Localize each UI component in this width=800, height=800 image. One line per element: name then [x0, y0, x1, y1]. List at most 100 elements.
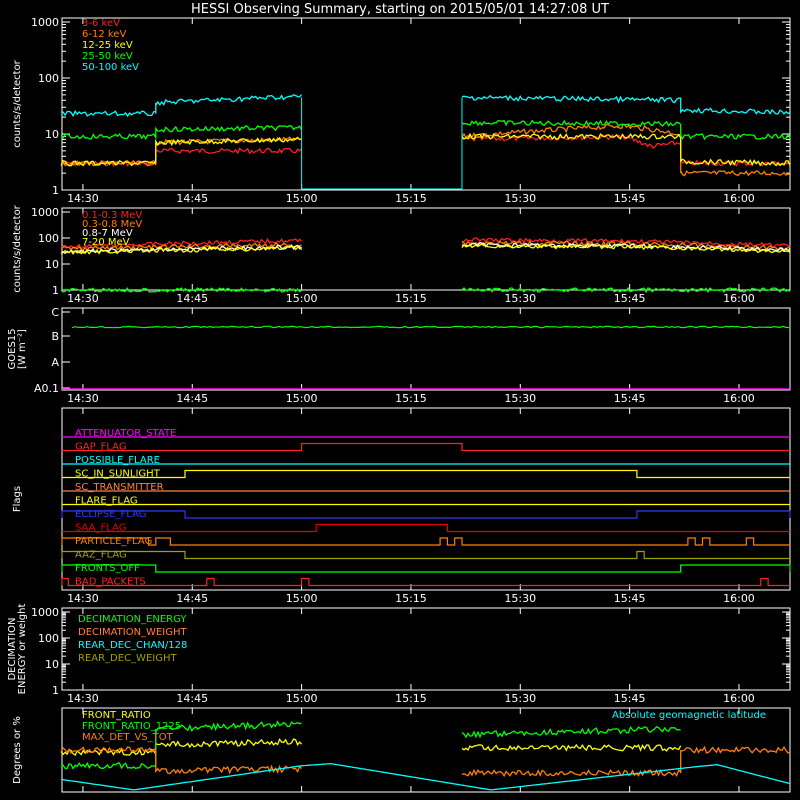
y-tick-label: 1 — [52, 284, 59, 297]
x-tick-label: 15:00 — [286, 192, 318, 205]
y-axis-label: DECIMATIONENERGY or weight — [7, 604, 28, 695]
series-line — [461, 743, 682, 752]
series-line — [60, 245, 303, 255]
flag-trace — [62, 523, 790, 533]
x-tick-label: 14:45 — [176, 292, 208, 305]
y-tick-label: B — [51, 330, 59, 343]
y-axis-label: Degrees or % — [12, 716, 23, 784]
x-tick-label: 15:00 — [286, 292, 318, 305]
series-line — [60, 136, 302, 167]
x-tick-label: 15:45 — [614, 692, 646, 705]
x-tick-label: 14:45 — [176, 692, 208, 705]
flag-trace — [62, 469, 790, 479]
flag-label: SC_IN_SUNLIGHT — [75, 469, 161, 480]
series-line — [461, 94, 791, 115]
legend-entry: 25-50 keV — [82, 51, 133, 62]
x-tick-label: 15:45 — [614, 392, 646, 405]
flag-label: POSSIBLE_FLARE — [75, 455, 160, 466]
series-line — [60, 287, 302, 293]
legend-entry: 0.8-7 MeV — [82, 228, 133, 239]
annotation-geomagnetic: Absolute geomagnetic latitude — [612, 710, 766, 721]
x-tick-label: 15:30 — [504, 292, 536, 305]
legend-entry: FRONT_RATIO_1225 — [82, 721, 181, 732]
series-line — [61, 762, 791, 791]
y-tick-label: 1000 — [31, 206, 59, 219]
series-line — [60, 136, 302, 167]
flag-label: FLARE_FLAG — [75, 496, 138, 507]
series-line — [60, 746, 303, 775]
y-axis-label: Flags — [12, 486, 23, 512]
series-line — [60, 720, 302, 770]
y-tick-label: A — [51, 356, 59, 369]
legend-entry: 6-12 keV — [82, 29, 126, 40]
series-line — [461, 286, 791, 294]
legend-entry: REAR_DEC_WEIGHT — [78, 653, 177, 664]
x-tick-label: 14:30 — [67, 392, 99, 405]
x-tick-label: 14:45 — [176, 392, 208, 405]
x-tick-label: 15:15 — [395, 192, 427, 205]
series-line — [461, 119, 791, 141]
legend-entry: MAX_DET_VS_TOT — [82, 732, 174, 743]
panel-4-frame — [61, 407, 791, 591]
x-tick-label: 15:15 — [395, 592, 427, 605]
flag-trace — [61, 537, 790, 546]
panel-3-frame — [61, 307, 791, 391]
series-line — [461, 242, 791, 253]
y-tick-label: 10 — [45, 128, 59, 141]
series-line — [60, 147, 303, 167]
x-tick-label: 15:00 — [286, 592, 318, 605]
x-tick-label: 14:30 — [67, 192, 99, 205]
flag-trace — [61, 564, 791, 573]
flag-trace — [61, 577, 790, 587]
flag-label: ECLIPSE_FLAG — [75, 509, 146, 520]
flag-trace — [62, 442, 790, 452]
flag-trace — [61, 550, 790, 560]
y-tick-label: 10 — [45, 258, 59, 271]
y-tick-label: 100 — [38, 632, 59, 645]
x-tick-label: 16:00 — [723, 692, 755, 705]
x-tick-label: 16:00 — [723, 592, 755, 605]
series-line — [60, 242, 302, 252]
y-tick-label: C — [51, 306, 59, 319]
y-tick-label: 1000 — [31, 606, 59, 619]
legend-entry: DECIMATION_ENERGY — [78, 614, 187, 625]
x-tick-label: 14:30 — [67, 292, 99, 305]
y-tick-label: A0.1 — [34, 382, 59, 395]
legend-entry: 12-25 keV — [82, 40, 133, 51]
x-tick-label: 16:00 — [723, 392, 755, 405]
goes-flux-line — [71, 325, 790, 329]
y-tick-label: 1 — [52, 684, 59, 697]
legend-entry: 50-100 keV — [82, 62, 139, 73]
y-axis-label: counts/s/detector — [12, 204, 23, 292]
plot-title: HESSI Observing Summary, starting on 201… — [191, 2, 609, 17]
legend-entry: DECIMATION_WEIGHT — [78, 627, 187, 638]
series-line — [461, 132, 791, 167]
legend-entry: 0.3-0.8 MeV — [82, 219, 142, 230]
x-tick-label: 15:45 — [614, 592, 646, 605]
y-tick-label: 100 — [38, 232, 59, 245]
x-tick-label: 15:45 — [614, 192, 646, 205]
y-tick-label: 1000 — [31, 16, 59, 29]
y-tick-label: 100 — [38, 72, 59, 85]
x-tick-label: 14:45 — [176, 192, 208, 205]
y-tick-label: 10 — [45, 658, 59, 671]
y-axis-label: counts/s/detector — [12, 59, 23, 147]
series-line — [461, 123, 791, 177]
flag-label: SC_TRANSMITTER — [75, 482, 164, 493]
flag-label: AAZ_FLAG — [75, 550, 127, 561]
x-tick-label: 15:15 — [395, 392, 427, 405]
series-line — [461, 243, 791, 254]
flag-label: ATTENUATOR_STATE — [75, 428, 176, 439]
x-tick-label: 16:00 — [723, 192, 755, 205]
legend-entry: REAR_DEC_CHAN/128 — [78, 640, 187, 651]
flag-label: GAP_FLAG — [75, 442, 127, 453]
legend-entry: 3-6 keV — [82, 18, 120, 29]
x-tick-label: 15:00 — [286, 692, 318, 705]
x-tick-label: 15:30 — [504, 392, 536, 405]
series-line — [461, 725, 681, 739]
series-line — [61, 94, 303, 118]
x-tick-label: 15:45 — [614, 292, 646, 305]
flag-label: SAA_FLAG — [75, 523, 126, 534]
x-tick-label: 15:30 — [504, 592, 536, 605]
